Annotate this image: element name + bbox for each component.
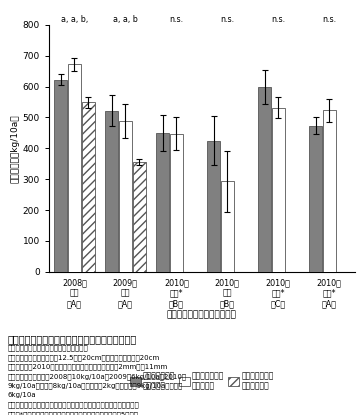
Bar (119, 121, 132, 272)
Bar (105, 111, 118, 272)
Bar (68, 64, 81, 272)
Text: a, a, b: a, a, b (113, 15, 138, 24)
Bar (82, 102, 94, 272)
Bar (133, 162, 146, 272)
Text: n.s.: n.s. (169, 15, 184, 24)
Y-axis label: 精玄米収量（kg/10a）: 精玄米収量（kg/10a） (11, 114, 20, 183)
Text: 名右に*を付した試験では一部を側条に施肥）、全層施肥は5割以上: 名右に*を付した試験では一部を側条に施肥）、全層施肥は5割以上 (7, 411, 138, 415)
Bar (272, 107, 285, 272)
Bar (221, 181, 234, 272)
Text: 品種は「ほしまる」で酸素発生剤無粉衣: 品種は「ほしまる」で酸素発生剤無粉衣 (7, 344, 88, 351)
Text: グレーンドリルの条間は12.5から20cm、ロータリシーダは20cm: グレーンドリルの条間は12.5から20cm、ロータリシーダは20cm (7, 354, 160, 361)
Text: 図３　播種法と播種後の鎮圧が収量に及ぼす影響: 図３ 播種法と播種後の鎮圧が収量に及ぼす影響 (7, 334, 136, 344)
Text: a, a, b,: a, a, b, (61, 15, 88, 24)
X-axis label: 試験年・試験地（使用機種）: 試験年・試験地（使用機種） (167, 311, 237, 320)
Text: 窒素施肥量は札幌：2008年10kg/10a、2009年6kg/10a、2010年: 窒素施肥量は札幌：2008年10kg/10a、2009年6kg/10a、2010… (7, 373, 186, 380)
Bar (323, 110, 336, 272)
Text: 9kg/10a、当麻：8kg/10a（うち追肥2kg）、深川：9kg/10a、美唄：: 9kg/10a、当麻：8kg/10a（うち追肥2kg）、深川：9kg/10a、美… (7, 383, 182, 389)
Text: 事前鎮圧は2010年（当麻を除く）に実施、播種深度2mmから11mm: 事前鎮圧は2010年（当麻を除く）に実施、播種深度2mmから11mm (7, 364, 168, 370)
Text: 6kg/10a: 6kg/10a (7, 392, 36, 398)
Text: n.s.: n.s. (220, 15, 234, 24)
Legend: グレーンドリル
播種後鎮圧, ロータリシーダ
播種後鎮圧, グレーンドリル
播種後無鎮圧: グレーンドリル 播種後鎮圧, ロータリシーダ 播種後鎮圧, グレーンドリル 播種… (129, 369, 275, 392)
Text: n.s.: n.s. (322, 15, 336, 24)
Text: n.s.: n.s. (271, 15, 285, 24)
Bar (258, 87, 271, 272)
Bar (207, 141, 220, 272)
Text: 施肥は全層施肥のみまたは全層施肥と側条施肥の組合わせとし（地: 施肥は全層施肥のみまたは全層施肥と側条施肥の組合わせとし（地 (7, 402, 139, 408)
Bar (156, 133, 169, 272)
Bar (54, 80, 67, 272)
Bar (170, 134, 183, 272)
Bar (309, 126, 322, 272)
